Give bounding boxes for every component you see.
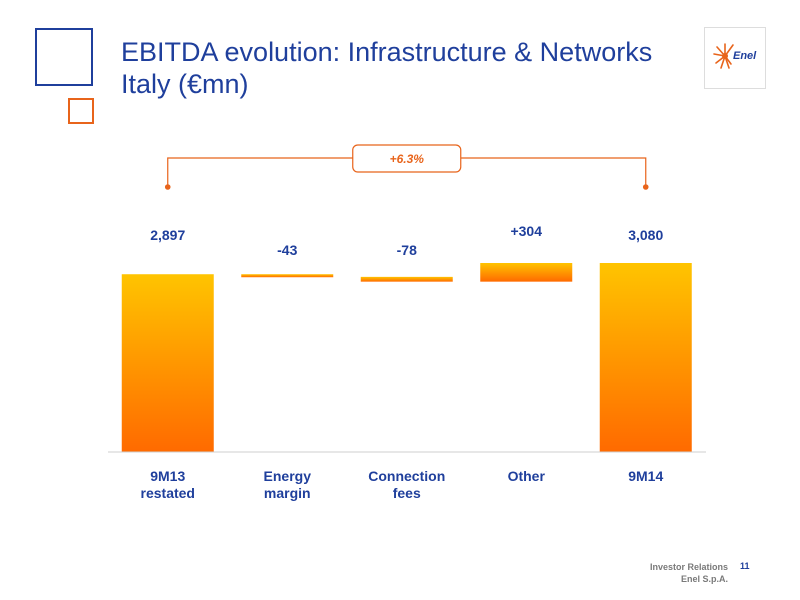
bars-group [121, 263, 692, 452]
category-label-1: Energy margin [264, 468, 312, 501]
data-label-4: 3,080 [628, 227, 663, 243]
data-label-0: 2,897 [150, 227, 185, 243]
decorative-square-large [35, 28, 93, 86]
footer-line-1: Investor Relations [649, 562, 728, 572]
data-label-1: -43 [277, 242, 297, 258]
enel-sun-icon [713, 43, 734, 69]
footer-line-2: Enel S.p.A. [680, 574, 728, 584]
page-title: EBITDA evolution: Infrastructure & Netwo… [121, 36, 681, 100]
logo-text: Enel [733, 50, 757, 62]
categories-group: 9M13 restated Energy margin Connection fees Ot… [141, 468, 664, 501]
bar-0 [121, 274, 214, 452]
enel-logo: Enel [704, 27, 766, 89]
category-label-4: 9M14 [628, 468, 663, 484]
bar-2 [360, 276, 453, 282]
bracket-dot-1 [642, 184, 649, 190]
page-number: 11 [740, 561, 750, 571]
bar-3 [480, 263, 573, 282]
decorative-square-small [68, 98, 94, 124]
category-label-2: Connection fees [368, 468, 445, 501]
bar-4 [599, 263, 692, 452]
category-label-3: Other [508, 468, 546, 484]
growth-bracket: +6.3% [164, 144, 649, 190]
labels-group: 2,897 -43 -78 +304 3,080 [150, 223, 663, 258]
growth-label: +6.3% [390, 152, 425, 166]
data-label-3: +304 [510, 223, 542, 239]
growth-label-box [352, 144, 462, 173]
footer: Investor Relations Enel S.p.A. [650, 561, 728, 585]
title-line-1: EBITDA evolution: Infrastructure & Netwo… [121, 37, 653, 67]
title-line-2: Italy (€mn) [121, 69, 249, 99]
bar-1 [241, 274, 334, 278]
data-label-2: -78 [397, 242, 417, 258]
bracket-dot-0 [164, 184, 171, 190]
category-label-0: 9M13 restated [141, 468, 195, 501]
